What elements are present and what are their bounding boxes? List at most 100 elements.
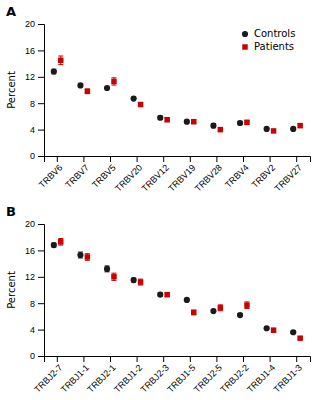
y-tick: 12 <box>25 272 44 282</box>
y-tick: 20 <box>25 219 44 229</box>
legend-label: Controls <box>254 28 295 39</box>
plot-area: 0 4 8 12 16 20 TRBJ2-7TRBJ1-1TRBJ2-1TRBJ1-2TRB… <box>25 219 311 394</box>
y-tick-mark <box>38 77 44 78</box>
legend-item: Controls <box>242 28 295 39</box>
x-axis: TRBJ2-7TRBJ1-1TRBJ2-1TRBJ1-2TRBJ2-3TRBJ1… <box>32 356 310 395</box>
x-axis-line <box>45 357 311 363</box>
y-tick-mark <box>38 224 44 225</box>
x-tick-label: TRBJ1-2 <box>112 362 144 394</box>
x-tick-mark <box>57 356 58 362</box>
y-tick-mark <box>38 130 44 131</box>
y-tick-label: 16 <box>25 46 35 56</box>
point <box>157 115 163 121</box>
x-tick-mark <box>163 356 164 362</box>
y-tick-label: 16 <box>25 246 35 256</box>
point <box>237 312 243 318</box>
x-tick-label: TRBJ2-1 <box>85 362 117 394</box>
y-tick-label: 8 <box>30 99 35 109</box>
error-bar <box>244 302 249 309</box>
error-bar <box>218 305 223 311</box>
error-bar <box>111 273 116 280</box>
point <box>244 302 249 307</box>
y-tick-mark <box>38 303 44 304</box>
y-tick: 8 <box>30 99 44 109</box>
y-tick: 8 <box>30 299 44 309</box>
point <box>157 292 163 298</box>
y-tick: 4 <box>30 125 44 135</box>
point <box>191 119 196 124</box>
error-bar-cap <box>58 238 63 239</box>
x-tick-mark <box>296 156 297 162</box>
series <box>51 68 297 132</box>
x-tick-mark <box>270 356 271 362</box>
x-tick: TRBV28 <box>193 156 224 194</box>
x-tick-mark <box>296 356 297 362</box>
x-tick-label: TRBV27 <box>273 162 304 193</box>
error-bar <box>58 239 63 246</box>
point <box>244 120 249 125</box>
y-tick-label: 12 <box>25 72 35 82</box>
point <box>237 120 243 126</box>
x-tick: TRBJ1-3 <box>272 356 304 395</box>
error-bar-cap <box>85 253 90 254</box>
error-bar-cap <box>58 56 63 57</box>
point <box>210 308 216 314</box>
y-axis-title: Percent <box>6 271 17 309</box>
legend-symbol <box>242 44 247 49</box>
x-tick-label: TRBV7 <box>63 162 91 190</box>
point <box>58 239 63 244</box>
x-tick-label: TRBV12 <box>140 162 171 193</box>
error-bar <box>111 78 116 85</box>
y-tick: 12 <box>25 72 44 82</box>
error-bar <box>218 128 223 132</box>
x-tick-mark <box>243 356 244 362</box>
y-tick: 20 <box>25 19 44 29</box>
x-tick-mark <box>216 156 217 162</box>
error-bar-cap <box>111 77 116 78</box>
legend: Controls Patients <box>242 28 295 52</box>
point <box>138 279 143 284</box>
panel: 0 4 8 12 16 20 TRBJ2-7TRBJ1-1TRBJ2-1TRBJ1-2TRB… <box>6 204 311 395</box>
y-tick: 0 <box>30 351 44 361</box>
error-bar-cap <box>244 308 249 309</box>
legend-item: Patients <box>242 41 294 52</box>
point <box>51 242 57 248</box>
x-tick-mark <box>243 156 244 162</box>
error-bar <box>85 89 90 94</box>
y-tick-label: 20 <box>25 219 35 229</box>
x-tick-label: TRBV4 <box>223 162 251 190</box>
y-tick-mark <box>38 330 44 331</box>
error-bar <box>51 69 56 74</box>
error-bar <box>191 120 196 124</box>
error-bar <box>85 254 90 261</box>
x-tick-mark <box>270 156 271 162</box>
y-tick-label: 4 <box>30 325 35 335</box>
x-tick-label: TRBJ1-3 <box>272 362 304 394</box>
point <box>297 123 302 128</box>
point <box>184 297 190 303</box>
x-tick-label: TRBJ2-2 <box>218 362 250 394</box>
x-tick-label: TRBJ1-1 <box>59 362 91 394</box>
series <box>58 56 303 134</box>
y-tick-mark <box>38 50 44 51</box>
error-bar <box>165 118 170 122</box>
y-axis-line <box>38 25 45 157</box>
point <box>51 68 57 74</box>
error-bar <box>58 56 63 65</box>
x-tick-mark <box>190 156 191 162</box>
point <box>58 58 63 63</box>
y-tick-label: 20 <box>25 19 35 29</box>
x-tick-label: TRBV6 <box>37 162 65 190</box>
panel: 048121620TRBV6TRBV7TRBV5TRBV20TRBV12TRBV… <box>6 4 311 194</box>
x-tick-label: TRBJ2-3 <box>139 362 171 394</box>
y-tick: 0 <box>30 151 44 161</box>
point <box>290 126 296 132</box>
panel-title: B <box>6 204 16 219</box>
y-tick-mark <box>38 156 44 157</box>
y-tick-label: 4 <box>30 125 35 135</box>
marks <box>51 239 303 341</box>
x-tick-mark <box>110 156 111 162</box>
plot-area: 048121620TRBV6TRBV7TRBV5TRBV20TRBV12TRBV… <box>25 19 311 193</box>
error-bar-cap <box>111 280 116 281</box>
point <box>131 277 137 283</box>
